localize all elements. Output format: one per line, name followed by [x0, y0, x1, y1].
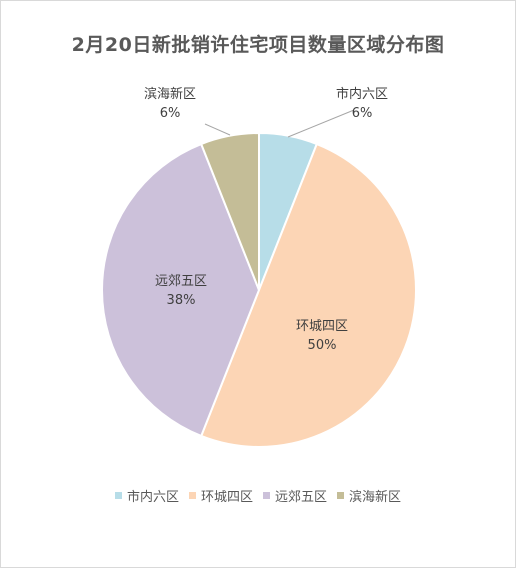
slice-value-label-3: 38% [167, 293, 196, 308]
legend-label-4: 滨海新区 [349, 490, 402, 505]
legend-label-2: 环城四区 [200, 490, 253, 505]
legend-swatch-2 [188, 492, 196, 499]
legend-item-2: 环城四区 [188, 486, 253, 505]
slice-name-label-1: 市内六区 [336, 86, 388, 102]
legend-item-4: 滨海新区 [337, 486, 401, 505]
chart-title: 2月20日新批销许住宅项目数量区域分布图 [71, 34, 445, 56]
leader-line-4 [204, 123, 231, 136]
slice-value-label-2: 50% [308, 338, 337, 353]
legend-swatch-4 [337, 492, 345, 499]
legend-label-3: 远郊五区 [275, 490, 328, 505]
slice-value-label-1: 6% [352, 106, 373, 121]
legend-label-1: 市内六区 [126, 490, 179, 505]
pie-slice-2 [199, 142, 417, 448]
pie-slice-4 [199, 131, 260, 291]
pie-slice-3 [100, 142, 261, 438]
slice-name-label-4: 滨海新区 [144, 86, 196, 102]
legend-item-3: 远郊五区 [263, 486, 327, 505]
slice-name-label-2: 环城四区 [296, 319, 348, 334]
legend-item-1: 市内六区 [114, 486, 179, 505]
chart-legend: 市内六区 环城四区 远郊五区 滨海新区 [0, 486, 516, 505]
legend-swatch-1 [114, 492, 122, 499]
leader-line-1 [287, 109, 355, 138]
slice-value-label-4: 6% [160, 106, 181, 121]
legend-swatch-3 [263, 492, 270, 499]
slice-name-label-3: 远郊五区 [155, 273, 207, 289]
